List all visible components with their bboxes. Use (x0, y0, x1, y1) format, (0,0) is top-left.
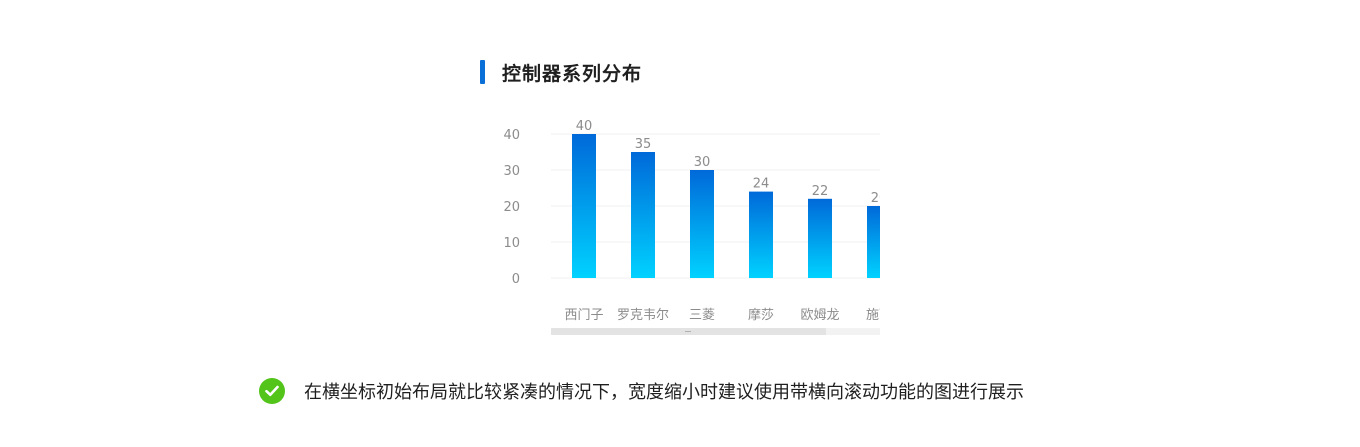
x-tick-label: 施耐 (866, 308, 892, 323)
bar-value-label: 35 (635, 137, 652, 152)
y-tick-label: 10 (503, 236, 520, 251)
bar-value-label: 24 (753, 177, 770, 192)
tip-text: 在横坐标初始布局就比较紧凑的情况下，宽度缩小时建议使用带横向滚动功能的图进行展示 (304, 382, 1024, 403)
tip-note: 在横坐标初始布局就比较紧凑的情况下，宽度缩小时建议使用带横向滚动功能的图进行展示 (259, 378, 1024, 404)
bar[interactable] (808, 198, 832, 278)
bar-value-label: 20 (871, 191, 888, 206)
y-tick-label: 30 (503, 164, 520, 179)
x-tick-label: 三菱 (689, 308, 715, 323)
x-tick-label: 欧姆龙 (800, 308, 839, 323)
plot-area: 40 35 30 24 22 20 西门子 罗克韦尔 三菱 摩莎 欧姆龙 施耐 (564, 119, 892, 323)
bar-chart: 0 10 20 30 40 40 35 30 24 22 20 西门子 罗克韦尔 三菱 摩莎 欧姆龙 施耐 (503, 119, 892, 335)
y-axis: 0 10 20 30 40 (503, 128, 520, 287)
bar[interactable] (749, 191, 773, 278)
bar-value-label: 22 (812, 184, 829, 199)
chart-title-group: 控制器系列分布 (480, 60, 643, 85)
chart-title: 控制器系列分布 (502, 62, 643, 85)
bar[interactable] (867, 206, 891, 278)
x-tick-label: 罗克韦尔 (617, 308, 669, 323)
title-accent-bar (480, 60, 485, 84)
check-circle-icon (259, 378, 285, 404)
bar-value-label: 30 (694, 155, 711, 170)
bar-value-label: 40 (576, 119, 593, 134)
y-tick-label: 0 (512, 272, 520, 287)
x-tick-label: 西门子 (564, 308, 603, 323)
y-tick-label: 40 (503, 128, 520, 143)
scrollbar-grip (685, 331, 691, 332)
bar[interactable] (690, 170, 714, 278)
bar[interactable] (572, 134, 596, 278)
y-tick-label: 20 (503, 200, 520, 215)
x-tick-label: 摩莎 (748, 307, 774, 323)
bar[interactable] (631, 152, 655, 278)
